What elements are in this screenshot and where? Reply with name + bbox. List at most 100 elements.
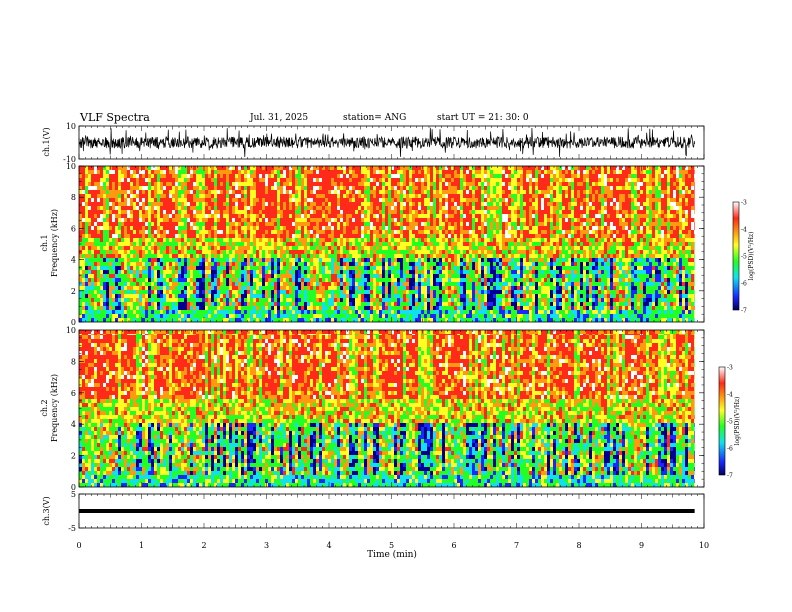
ch1-spectrogram-cell [430,214,433,218]
ch1-spectrogram-cell [139,190,142,194]
ch1-spectrogram-cell [319,234,322,238]
ch1-spectrogram-cell [436,310,439,314]
ch1-spectrogram-cell [406,166,409,170]
ch1-spectrogram-cell [91,242,94,246]
ch1-spectrogram-cell [337,166,340,170]
ch1-spectrogram-cell [403,210,406,214]
ch1-spectrogram-cell [106,298,109,302]
ch1-spectrogram-cell [373,166,376,170]
ch1-spectrogram-cell [388,294,391,298]
ch1-spectrogram-cell [415,266,418,270]
ch1-spectrogram-cell [235,298,238,302]
ch1-spectrogram-cell [325,174,328,178]
ch1-spectrogram-cell [244,310,247,314]
ch1-spectrogram-cell [106,230,109,234]
ch1-spectrogram-cell [307,318,310,322]
ch1-spectrogram-cell [226,306,229,310]
ch1-spectrogram-cell [415,202,418,206]
ch1-spectrogram-cell [307,166,310,170]
ch1-spectrogram-cell [358,230,361,234]
ch1-spectrogram-cell [253,266,256,270]
ch1-spectrogram-cell [346,230,349,234]
ch1-spectrogram-cell [208,250,211,254]
ch1-spectrogram-cell [439,198,442,202]
ch1-spectrogram-cell [430,250,433,254]
ch1-spectrogram-cell [286,294,289,298]
ch1-spectrogram-cell [304,178,307,182]
ch1-spectrogram-cell [199,230,202,234]
ch1-spectrogram-cell [370,314,373,318]
ch1-spectrogram-cell [391,306,394,310]
ch1-spectrogram-cell [316,206,319,210]
ch1-spectrogram-cell [259,178,262,182]
ch1-spectrogram-cell [268,186,271,190]
ch1-spectrogram-cell [103,174,106,178]
ch1-spectrogram-cell [376,238,379,242]
ch1-spectrogram-cell [139,282,142,286]
ch1-spectrogram-cell [259,310,262,314]
ch1-spectrogram-cell [163,270,166,274]
ch1-spectrogram-cell [352,310,355,314]
ch1-spectrogram-cell [118,250,121,254]
ch1-spectrogram-cell [118,214,121,218]
ch1-spectrogram-cell [94,278,97,282]
ch1-spectrogram-cell [427,238,430,242]
ch1-spectrogram-cell [217,290,220,294]
ch1-spectrogram-cell [412,246,415,250]
ch1-spectrogram-cell [115,290,118,294]
ch1-spectrogram-cell [364,206,367,210]
ch1-spectrogram-cell [133,210,136,214]
ch1-spectrogram-cell [352,226,355,230]
ch1-spectrogram-cell [445,282,448,286]
ch1-spectrogram-cell [259,206,262,210]
ch1-spectrogram-cell [385,278,388,282]
ch1-spectrogram-cell [355,274,358,278]
ch1-spectrogram-cell [85,254,88,258]
ch1-spectrogram-cell [337,298,340,302]
ch1-spectrogram-cell [91,310,94,314]
ch1-spectrogram-cell [250,306,253,310]
ch1-spectrogram-cell [316,306,319,310]
ch1-spectrogram-cell [115,218,118,222]
ch1-spectrogram-cell [379,218,382,222]
ch1-spectrogram-cell [367,170,370,174]
ch1-spectrogram-cell [400,274,403,278]
ch1-spectrogram-cell [457,194,460,198]
ch1-spectrogram-cell [367,318,370,322]
ch1-spectrogram-cell [103,258,106,262]
ch1-spectrogram-cell [304,198,307,202]
ch1-spectrogram-cell [247,266,250,270]
ch1-spectrogram-cell [196,186,199,190]
ch1-spectrogram-cell [292,202,295,206]
ch1-spectrogram-cell [307,222,310,226]
ch1-spectrogram-cell [436,174,439,178]
ch1-spectrogram-cell [142,226,145,230]
ch1-spectrogram-cell [433,278,436,282]
ch1-spectrogram-cell [346,302,349,306]
ch1-spectrogram-cell [220,278,223,282]
ch1-spectrogram-cell [406,230,409,234]
ch1-spectrogram-cell [406,214,409,218]
ch1-spectrogram-cell [148,314,151,318]
ch1-spectrogram-cell [97,298,100,302]
ch1-spectrogram-cell [433,194,436,198]
ch1-spectrogram-cell [448,234,451,238]
ch1-spectrogram-cell [151,274,154,278]
ch1-spectrogram-cell [319,278,322,282]
ch1-spectrogram-cell [253,190,256,194]
ch1-spectrogram-cell [286,222,289,226]
ch1-spectrogram-cell [340,206,343,210]
ch1-spectrogram-cell [325,278,328,282]
ch1-spectrogram-cell [418,170,421,174]
ch1-spectrogram-cell [238,226,241,230]
ch1-spectrogram-cell [202,194,205,198]
ch1-spectrogram-cell [280,210,283,214]
ch1-spectrogram-cell [460,282,463,286]
ch1-spectrogram-cell [340,306,343,310]
ch1-spectrogram-cell [184,294,187,298]
ch1-spectrogram-cell [346,198,349,202]
ch1-spectrogram-cell [298,226,301,230]
ch1-spectrogram-cell [454,222,457,226]
ch1-spectrogram-cell [352,170,355,174]
ch1-spectrogram-cell [181,218,184,222]
